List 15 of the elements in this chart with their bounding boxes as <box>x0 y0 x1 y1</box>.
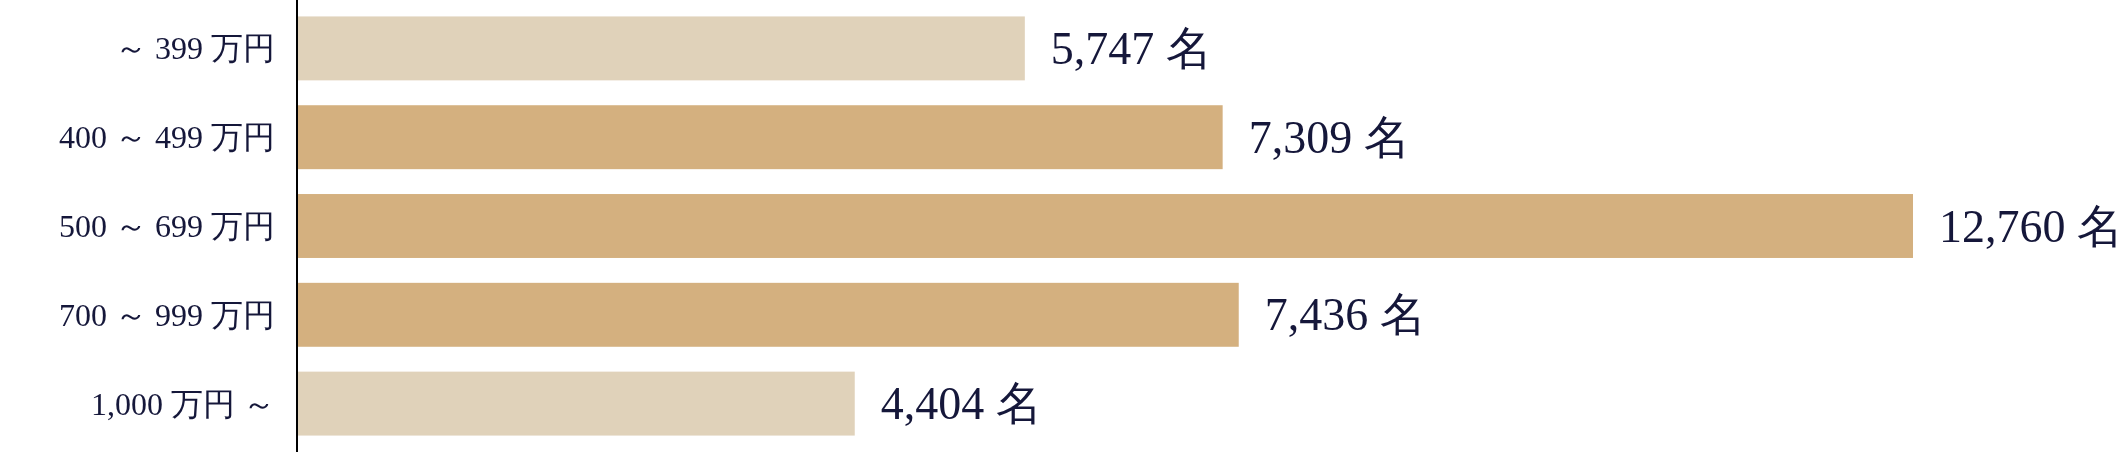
data-label: 12,760 名 <box>1939 200 2123 252</box>
bar <box>297 371 855 436</box>
y-tick-label: 400 ～ 499 万円 <box>59 119 275 156</box>
data-label: 5,747 名 <box>1050 22 1212 74</box>
y-tick-label: ～ 399 万円 <box>115 30 275 67</box>
bar <box>297 194 1913 258</box>
bar <box>297 282 1239 347</box>
data-label: 7,436 名 <box>1264 289 1426 341</box>
data-label: 4,404 名 <box>880 378 1042 430</box>
bar <box>297 105 1223 170</box>
y-tick-label: 700 ～ 999 万円 <box>59 296 275 333</box>
bar <box>297 16 1025 81</box>
y-tick-label: 500 ～ 699 万円 <box>59 208 275 244</box>
y-tick-label: 1,000 万円 ～ <box>91 385 275 422</box>
data-label: 7,309 名 <box>1248 111 1410 163</box>
